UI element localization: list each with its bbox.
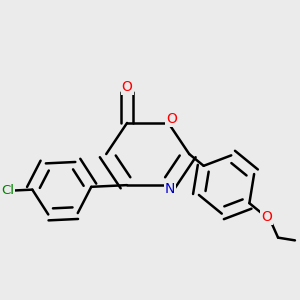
Text: O: O xyxy=(122,80,133,94)
Text: Cl: Cl xyxy=(1,184,14,197)
Text: O: O xyxy=(166,112,177,126)
Text: O: O xyxy=(261,210,272,224)
Text: N: N xyxy=(165,182,175,196)
